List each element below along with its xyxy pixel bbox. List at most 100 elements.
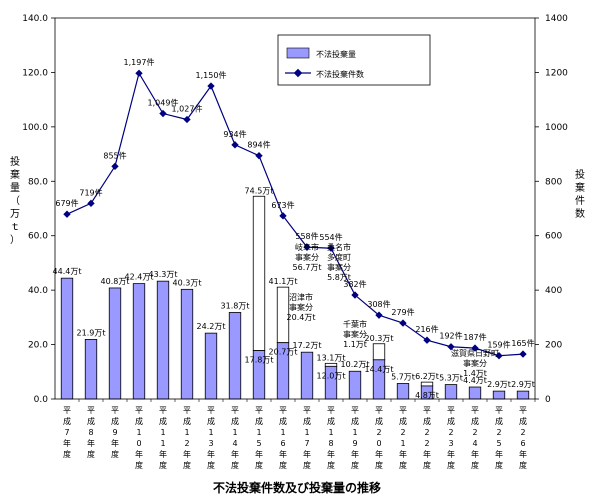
svg-text:1: 1 bbox=[160, 428, 165, 437]
svg-text:平: 平 bbox=[135, 406, 143, 415]
svg-text:投: 投 bbox=[10, 155, 20, 168]
svg-text:成: 成 bbox=[423, 416, 431, 426]
svg-text:年: 年 bbox=[63, 438, 71, 448]
svg-text:度: 度 bbox=[519, 460, 527, 470]
right-tick-label: 600 bbox=[545, 232, 562, 242]
bar bbox=[228, 312, 242, 400]
svg-text:2: 2 bbox=[424, 439, 429, 448]
bar-value-label: 4.4万t bbox=[463, 376, 487, 385]
svg-text:20.4万t: 20.4万t bbox=[287, 313, 316, 322]
line-value-label: 159件 bbox=[487, 340, 510, 350]
left-tick-label: 20.0 bbox=[28, 341, 48, 351]
svg-text:成: 成 bbox=[207, 416, 215, 426]
svg-text:件: 件 bbox=[575, 195, 585, 207]
left-tick-label: 80.0 bbox=[28, 177, 48, 187]
svg-text:4: 4 bbox=[232, 439, 237, 448]
svg-text:1: 1 bbox=[232, 428, 237, 437]
line-point bbox=[351, 291, 359, 299]
bars-layer bbox=[60, 195, 530, 400]
svg-text:1: 1 bbox=[304, 428, 309, 437]
line-point bbox=[111, 162, 119, 170]
svg-text:ｔ: ｔ bbox=[10, 222, 20, 233]
svg-text:2: 2 bbox=[376, 428, 381, 437]
bar-value-label: 4.8万t bbox=[415, 391, 439, 400]
svg-text:成: 成 bbox=[447, 416, 455, 426]
bar bbox=[180, 288, 194, 400]
line-point bbox=[135, 69, 143, 77]
category-label: 平成 2 4年度 bbox=[471, 406, 479, 470]
right-tick-label: 400 bbox=[545, 286, 562, 296]
svg-text:6: 6 bbox=[280, 439, 285, 448]
svg-text:1: 1 bbox=[160, 439, 165, 448]
svg-text:1: 1 bbox=[400, 439, 405, 448]
line-point bbox=[495, 352, 503, 360]
line-point bbox=[423, 336, 431, 344]
bar-value-label: 20.7万t bbox=[269, 348, 298, 357]
bar-value-label: 10.2万t bbox=[341, 360, 370, 369]
svg-text:千葉市: 千葉市 bbox=[343, 319, 367, 329]
svg-text:2: 2 bbox=[496, 428, 501, 437]
svg-text:年: 年 bbox=[495, 449, 503, 459]
line-value-label: 1,150件 bbox=[196, 70, 227, 80]
svg-text:事案分: 事案分 bbox=[295, 252, 319, 262]
svg-text:度: 度 bbox=[447, 460, 455, 470]
svg-text:1: 1 bbox=[136, 428, 141, 437]
left-tick-label: 0.0 bbox=[34, 395, 49, 405]
bar-value-label: 17.2万t bbox=[293, 341, 322, 350]
svg-text:9: 9 bbox=[112, 428, 117, 437]
line-point bbox=[303, 243, 311, 251]
category-label: 平成 2 3年度 bbox=[447, 406, 455, 470]
svg-text:年: 年 bbox=[471, 449, 479, 459]
bar bbox=[60, 277, 74, 400]
svg-text:度: 度 bbox=[327, 460, 335, 470]
bar bbox=[84, 339, 98, 400]
category-label: 平成 1 5年度 bbox=[255, 406, 263, 470]
svg-text:1: 1 bbox=[256, 428, 261, 437]
svg-text:平: 平 bbox=[447, 406, 455, 415]
svg-text:万: 万 bbox=[10, 209, 20, 220]
svg-text:4: 4 bbox=[472, 439, 477, 448]
svg-text:平: 平 bbox=[495, 406, 503, 415]
svg-text:投: 投 bbox=[575, 168, 585, 181]
bar-total-label: 74.5万t bbox=[245, 186, 274, 195]
svg-text:成: 成 bbox=[375, 416, 383, 426]
svg-text:9: 9 bbox=[352, 439, 357, 448]
svg-text:平: 平 bbox=[399, 406, 407, 415]
svg-text:2: 2 bbox=[424, 428, 429, 437]
bar bbox=[492, 390, 506, 400]
svg-text:成: 成 bbox=[231, 416, 239, 426]
left-tick-label: 120.0 bbox=[22, 68, 48, 78]
line-point bbox=[447, 343, 455, 351]
bar-extra-segment bbox=[372, 343, 386, 361]
line-value-label: 719件 bbox=[79, 187, 102, 197]
bar-value-label: 44.4万t bbox=[53, 267, 82, 276]
svg-text:成: 成 bbox=[279, 416, 287, 426]
svg-text:事案分: 事案分 bbox=[327, 262, 351, 272]
svg-text:度: 度 bbox=[255, 460, 263, 470]
legend: 不法投棄量 不法投棄件数 bbox=[277, 34, 431, 86]
svg-text:平: 平 bbox=[159, 406, 167, 415]
svg-text:平: 平 bbox=[255, 406, 263, 415]
svg-text:1: 1 bbox=[328, 428, 333, 437]
right-tick-label: 800 bbox=[545, 177, 562, 187]
bar-value-label: 40.3万t bbox=[173, 278, 202, 287]
svg-text:度: 度 bbox=[351, 460, 359, 470]
chart-title: 不法投棄件数及び投棄量の推移 bbox=[213, 480, 381, 495]
svg-text:1: 1 bbox=[280, 428, 285, 437]
category-label: 平成 9年度 bbox=[111, 406, 119, 459]
svg-text:年: 年 bbox=[231, 449, 239, 459]
svg-text:度: 度 bbox=[135, 460, 143, 470]
svg-text:年: 年 bbox=[447, 449, 455, 459]
bar-total-label: 41.1万t bbox=[269, 277, 298, 286]
line-point bbox=[183, 115, 191, 124]
line-value-label: 165件 bbox=[511, 338, 534, 348]
svg-text:年: 年 bbox=[183, 449, 191, 459]
svg-text:棄: 棄 bbox=[10, 168, 20, 181]
category-label: 平成 1 3年度 bbox=[207, 406, 215, 470]
category-label: 平成 2 0年度 bbox=[375, 406, 383, 470]
